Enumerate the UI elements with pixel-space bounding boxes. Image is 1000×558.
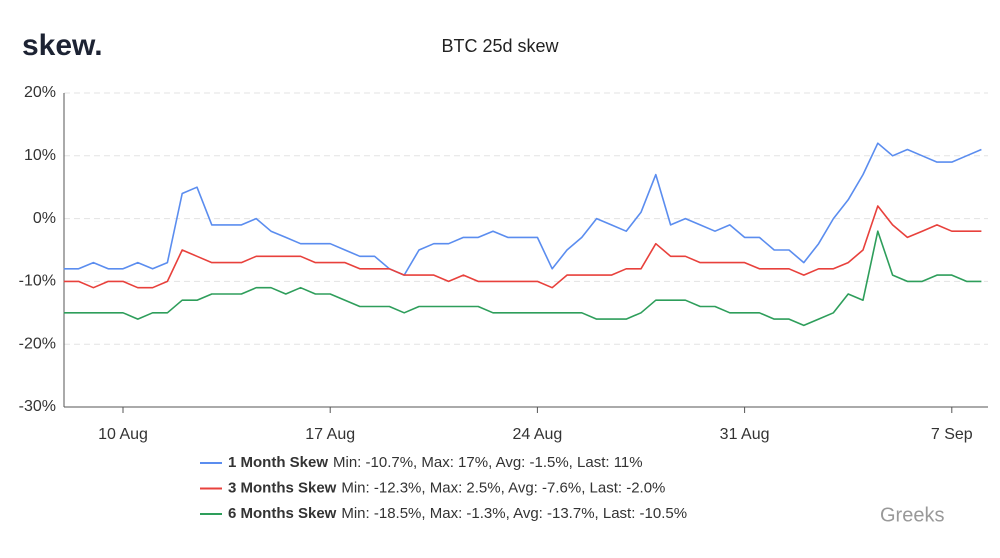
legend-name: 6 Months Skew bbox=[228, 505, 337, 522]
x-tick-label: 10 Aug bbox=[98, 426, 148, 443]
y-tick-label: 20% bbox=[24, 84, 56, 101]
legend-entry: 6 Months Skew Min: -18.5%, Max: -1.3%, Av… bbox=[228, 505, 687, 522]
legend-entry: 3 Months Skew Min: -12.3%, Max: 2.5%, Avg… bbox=[228, 479, 665, 496]
legend-name: 1 Month Skew bbox=[228, 454, 328, 471]
y-tick-label: -30% bbox=[19, 398, 56, 415]
y-tick-label: 0% bbox=[33, 210, 56, 227]
series-line bbox=[63, 142, 982, 276]
series-line bbox=[63, 230, 982, 327]
legend-stats: Min: -18.5%, Max: -1.3%, Avg: -13.7%, La… bbox=[341, 505, 687, 522]
series-line bbox=[63, 205, 982, 289]
legend-entry: 1 Month Skew Min: -10.7%, Max: 17%, Avg: … bbox=[228, 454, 643, 471]
legend-stats: Min: -12.3%, Max: 2.5%, Avg: -7.6%, Last… bbox=[341, 479, 665, 496]
x-tick-label: 31 Aug bbox=[720, 426, 770, 443]
legend-stats: Min: -10.7%, Max: 17%, Avg: -1.5%, Last:… bbox=[333, 454, 643, 471]
y-tick-label: 10% bbox=[24, 147, 56, 164]
chart-title: BTC 25d skew bbox=[441, 36, 559, 56]
x-tick-label: 24 Aug bbox=[512, 426, 562, 443]
watermark: Greeks bbox=[880, 504, 944, 526]
legend-name: 3 Months Skew bbox=[228, 479, 337, 496]
x-tick-label: 7 Sep bbox=[931, 426, 973, 443]
y-tick-label: -20% bbox=[19, 335, 56, 352]
logo: skew. bbox=[22, 29, 103, 62]
y-tick-label: -10% bbox=[19, 273, 56, 290]
x-tick-label: 17 Aug bbox=[305, 426, 355, 443]
